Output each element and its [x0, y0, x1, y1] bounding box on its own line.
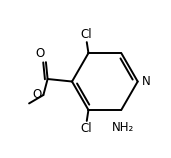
- Text: N: N: [141, 75, 150, 88]
- Text: O: O: [32, 88, 41, 101]
- Text: Cl: Cl: [80, 122, 92, 135]
- Text: Cl: Cl: [80, 28, 92, 41]
- Text: NH₂: NH₂: [112, 121, 134, 134]
- Text: O: O: [35, 47, 44, 61]
